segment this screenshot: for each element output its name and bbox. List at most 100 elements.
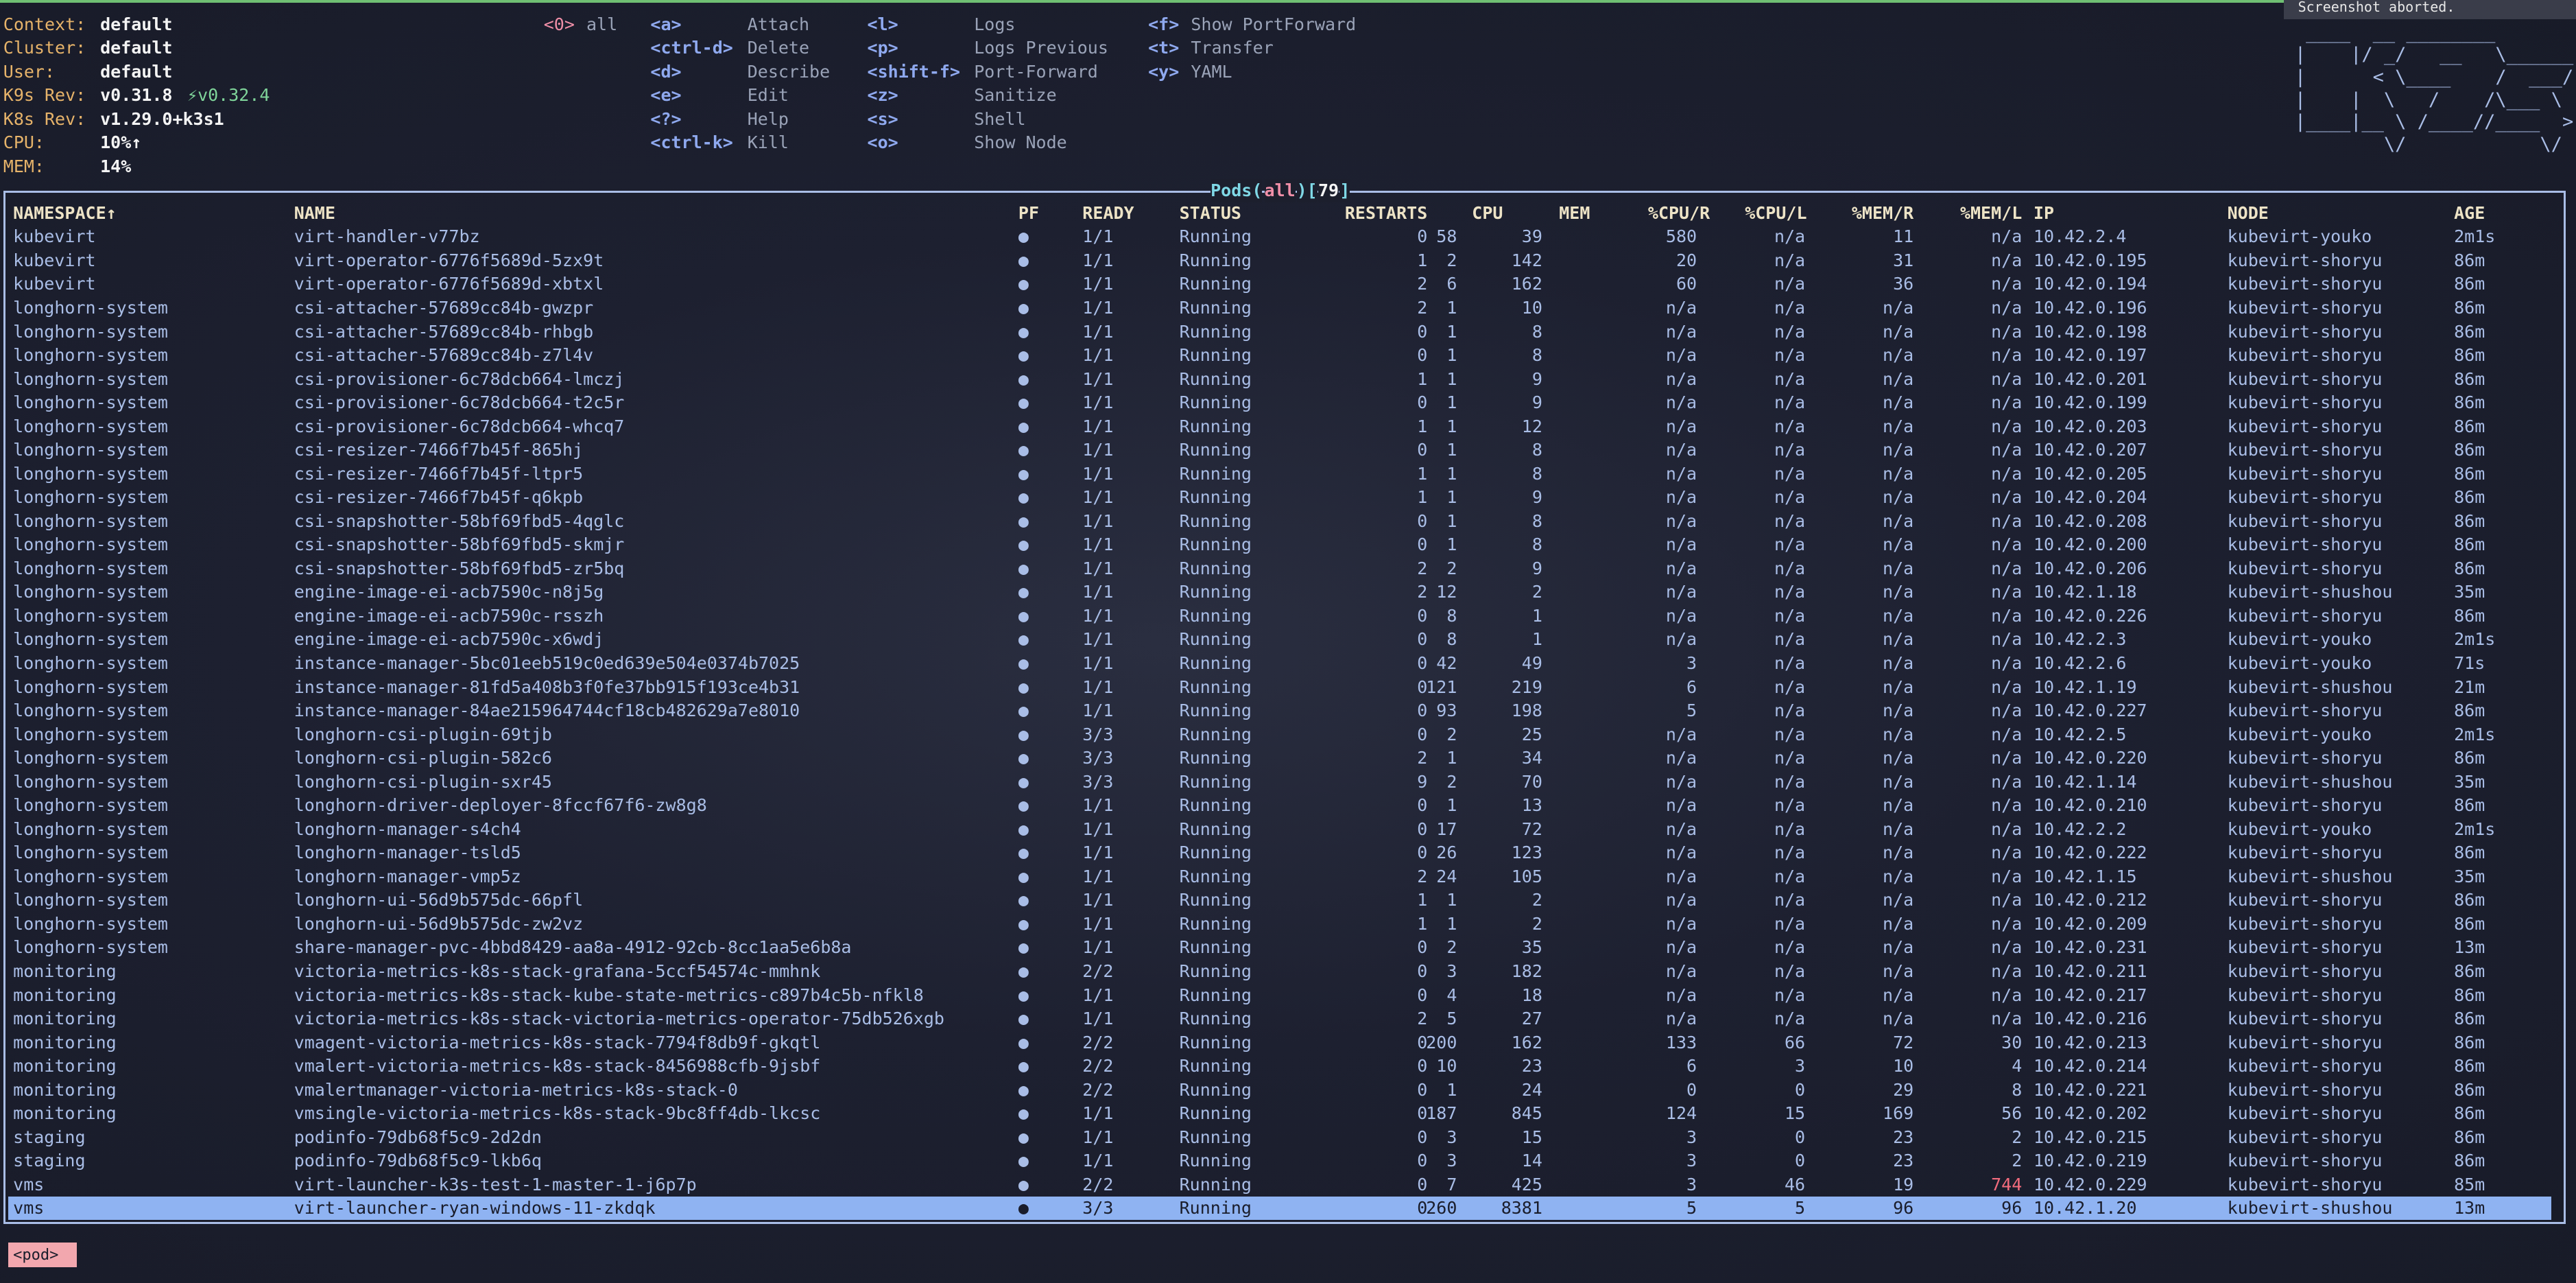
table-cell: ● [1018,866,1029,886]
table-cell: kubevirt-shushou [2227,866,2393,886]
table-cell: n/a [1665,345,1697,366]
table-cell: 1/1 [1082,226,1114,247]
table-cell: 0 [1417,510,1428,531]
table-cell: 10.42.0.219 [2034,1151,2147,1171]
table-cell: n/a [1774,297,1806,318]
table-cell: staging [13,1151,86,1171]
table-cell: Running [1179,866,1252,886]
table-cell: 2 [1417,297,1428,318]
table-cell: 5 [1795,1198,1806,1219]
table-cell: 3 [1686,1127,1697,1147]
table-cell: n/a [1991,1009,2023,1029]
table-cell: 3 [1446,961,1457,981]
table-cell: ● [1018,250,1029,270]
table-cell: 2 [1417,582,1428,602]
table-cell: n/a [1665,866,1697,886]
table-cell: n/a [1665,463,1697,484]
table-cell: 2m1s [2454,819,2496,839]
table-cell: n/a [1665,534,1697,555]
table-cell: ● [1018,1198,1029,1219]
table-cell: 0 [1417,534,1428,555]
table-cell: 0 [1417,1056,1428,1076]
table-cell: engine-image-ei-acb7590c-x6wdj [294,629,604,650]
table-cell: n/a [1665,582,1697,602]
table-cell: longhorn-system [13,582,168,602]
table-cell: ● [1018,1079,1029,1100]
table-cell: 580 [1665,226,1697,247]
table-cell: Running [1179,392,1252,413]
table-cell: n/a [1883,463,1914,484]
table-cell: 86m [2454,510,2485,531]
table-cell: n/a [1883,795,1914,816]
table-cell: 1 [1531,605,1542,626]
table-cell: n/a [1665,961,1697,981]
table-cell: n/a [1774,937,1806,958]
table-cell: 1 [1446,1079,1457,1100]
table-cell: 31 [1893,250,1914,270]
table-cell: 10.42.0.213 [2034,1032,2147,1052]
table-cell: kubevirt-shushou [2227,1198,2393,1219]
table-cell: longhorn-system [13,748,168,768]
table-cell: n/a [1774,629,1806,650]
table-cell: n/a [1774,392,1806,413]
table-cell: n/a [1665,629,1697,650]
table-cell: 15 [1785,1103,1806,1124]
info-value: 14% [100,156,132,176]
table-cell: 2/2 [1082,961,1114,981]
shortcut-label: Show Node [974,132,1067,153]
table-cell: 0 [1417,985,1428,1005]
breadcrumb: <pod> [13,1246,59,1264]
table-cell: 36 [1893,274,1914,294]
table-cell: kubevirt-shoryu [2227,1009,2383,1029]
table-cell: 1 [1417,250,1428,270]
shortcut-label: Shell [974,108,1026,129]
table-cell: n/a [1991,937,2023,958]
table-cell: Running [1179,274,1252,294]
table-cell: 1 [1446,534,1457,555]
table-cell: ● [1018,487,1029,508]
table-cell: 8 [2012,1079,2023,1100]
table-cell: n/a [1991,961,2023,981]
table-cell: 6 [1686,676,1697,697]
table-cell: 3 [1446,1151,1457,1171]
table-cell: monitoring [13,1032,117,1052]
table-cell: 72 [1521,819,1542,839]
table-cell: 0 [1417,1174,1428,1194]
table-cell: 10.42.0.197 [2034,345,2147,366]
table-cell: n/a [1665,913,1697,934]
table-cell: monitoring [13,1103,117,1124]
table-cell: kubevirt-shoryu [2227,345,2383,366]
table-cell: victoria-metrics-k8s-stack-grafana-5ccf5… [294,961,821,981]
table-title-part: ] [1339,178,1350,202]
table-cell: 3 [1686,1151,1697,1171]
table-cell: Running [1179,1103,1252,1124]
table-cell: n/a [1991,701,2023,721]
table-cell: n/a [1774,321,1806,342]
table-cell: 10.42.0.200 [2034,534,2147,555]
table-cell: n/a [1774,510,1806,531]
column-header: NAME [294,203,335,224]
table-cell: 0 [1417,819,1428,839]
table-cell: Running [1179,226,1252,247]
table-cell: n/a [1774,487,1806,508]
table-cell: ● [1018,463,1029,484]
table-cell: victoria-metrics-k8s-stack-kube-state-me… [294,985,924,1005]
table-cell: longhorn-system [13,534,168,555]
logo-line: \/ \/ [2294,133,2576,155]
shortcut-label: Kill [747,132,789,153]
table-cell: n/a [1774,440,1806,460]
table-cell: 1/1 [1082,653,1114,673]
table-cell: n/a [1991,605,2023,626]
table-cell: 85m [2454,1174,2485,1194]
table-cell: n/a [1991,795,2023,816]
table-cell: 56 [2001,1103,2023,1124]
table-cell: 8 [1531,510,1542,531]
table-cell: Running [1179,1079,1252,1100]
table-cell: n/a [1774,913,1806,934]
table-cell: kubevirt-shoryu [2227,1151,2383,1171]
table-cell: 13m [2454,937,2485,958]
column-header: %CPU/R [1647,203,1710,224]
table-cell: 0 [1417,1151,1428,1171]
table-cell: Running [1179,368,1252,389]
table-cell: 1 [1446,795,1457,816]
